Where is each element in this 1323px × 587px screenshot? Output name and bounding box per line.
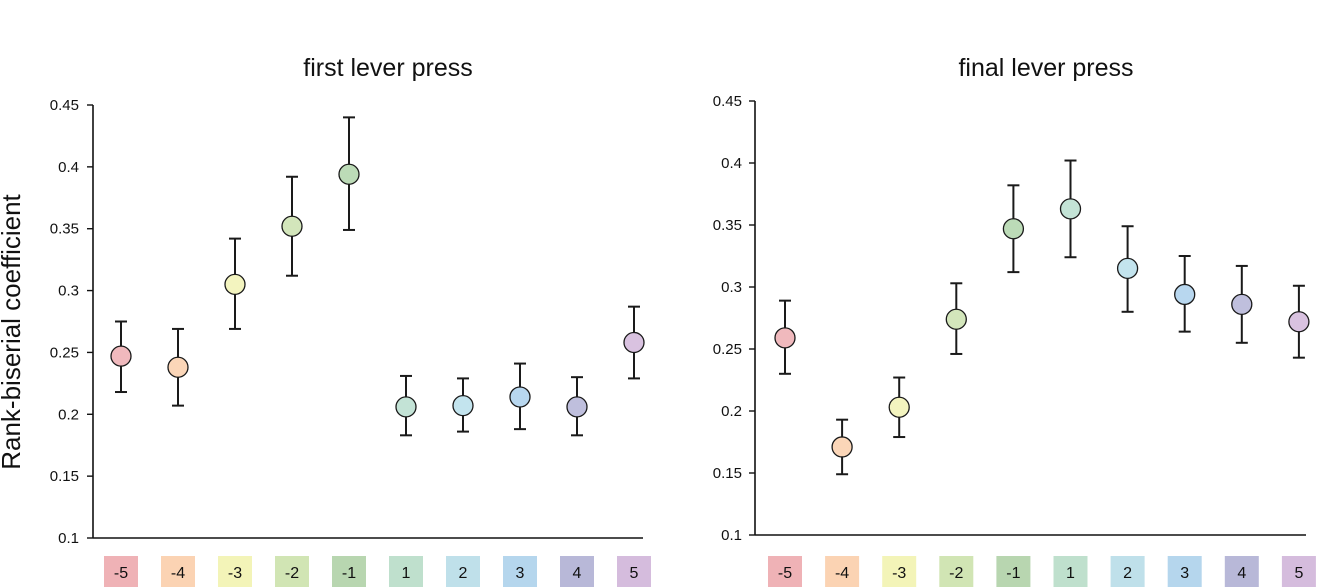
x-tick-label: -3 xyxy=(228,565,242,582)
x-tick-label: -4 xyxy=(835,565,849,582)
category-swatch xyxy=(1053,556,1088,587)
x-tick-label: -4 xyxy=(171,565,185,582)
data-point xyxy=(509,386,531,408)
data-point xyxy=(623,331,645,354)
y-tick-label: 0.2 xyxy=(721,403,742,420)
y-tick-label: 0.25 xyxy=(713,341,742,358)
x-tick-label: -1 xyxy=(342,565,356,582)
category-swatch xyxy=(939,556,974,587)
category-swatch xyxy=(768,556,802,587)
x-tick-label: 3 xyxy=(1180,565,1189,582)
x-tick-label: 1 xyxy=(1066,565,1075,582)
data-point xyxy=(1116,257,1139,280)
y-tick-label: 0.1 xyxy=(58,530,79,547)
y-tick-label: 0.15 xyxy=(713,465,742,482)
category-swatch xyxy=(560,556,594,587)
x-tick-label: -2 xyxy=(949,565,963,582)
y-tick-label: 0.4 xyxy=(58,159,79,176)
x-tick-label: 4 xyxy=(1237,565,1246,582)
data-point xyxy=(1288,311,1310,333)
y-tick-label: 0.2 xyxy=(58,406,79,423)
data-point xyxy=(224,273,246,296)
data-point xyxy=(1231,293,1253,316)
chart-title: final lever press xyxy=(958,54,1133,82)
y-tick-label: 0.35 xyxy=(50,221,79,238)
x-tick-label: -2 xyxy=(285,565,299,582)
data-point xyxy=(1002,218,1025,240)
x-tick-label: 1 xyxy=(402,565,411,582)
category-swatch xyxy=(389,556,423,587)
data-point xyxy=(395,396,417,418)
category-swatch xyxy=(617,556,651,587)
x-tick-label: -3 xyxy=(892,565,906,582)
category-swatch xyxy=(1167,556,1202,587)
x-tick-label: 2 xyxy=(1123,565,1132,582)
y-tick-label: 0.45 xyxy=(713,93,742,110)
category-swatch xyxy=(446,556,480,587)
y-tick-label: 0.15 xyxy=(50,468,79,485)
data-point xyxy=(888,396,910,418)
category-swatch xyxy=(825,556,860,587)
data-point xyxy=(452,394,474,417)
category-swatch xyxy=(218,556,252,587)
category-swatch xyxy=(882,556,917,587)
y-tick-label: 0.4 xyxy=(721,155,742,172)
y-tick-label: 0.3 xyxy=(58,283,79,300)
category-swatch xyxy=(1224,556,1259,587)
x-tick-label: 4 xyxy=(573,565,582,582)
data-point xyxy=(110,345,132,367)
data-point xyxy=(1059,198,1082,220)
category-swatch xyxy=(1281,556,1316,587)
y-tick-label: 0.3 xyxy=(721,279,742,296)
x-tick-label: -5 xyxy=(778,565,792,582)
data-point xyxy=(281,215,303,237)
category-swatch xyxy=(996,556,1031,587)
category-swatch xyxy=(161,556,195,587)
x-tick-label: 5 xyxy=(630,565,639,582)
x-tick-label: 2 xyxy=(459,565,468,582)
y-tick-label: 0.35 xyxy=(713,217,742,234)
category-swatch xyxy=(1110,556,1145,587)
panel-first-lever-press: first lever press 0.1 0.15 0.2 0.25 0.3 0.35 0.… xyxy=(50,54,651,587)
chart-title: first lever press xyxy=(303,54,472,82)
category-swatch xyxy=(104,556,138,587)
data-point xyxy=(338,163,360,185)
x-tick-label: -1 xyxy=(1006,565,1020,582)
y-tick-label: 0.45 xyxy=(50,97,79,114)
data-point xyxy=(774,327,796,349)
y-axis-label: Rank-biserial coefficient xyxy=(0,193,26,469)
data-point xyxy=(566,396,588,418)
x-tick-label: -5 xyxy=(114,565,128,582)
category-swatch xyxy=(503,556,537,587)
data-point xyxy=(1174,283,1196,306)
x-tick-label: 3 xyxy=(516,565,525,582)
data-point xyxy=(831,436,853,458)
y-tick-label: 0.1 xyxy=(721,527,742,544)
category-swatch xyxy=(332,556,366,587)
x-tick-label: 5 xyxy=(1294,565,1303,582)
data-point xyxy=(945,308,967,330)
data-point xyxy=(167,356,189,378)
panel-final-lever-press: final lever press 0.1 0.15 0.2 0.25 0.3 0.35 0.… xyxy=(713,54,1316,587)
y-tick-label: 0.25 xyxy=(50,344,79,361)
category-swatch xyxy=(275,556,309,587)
